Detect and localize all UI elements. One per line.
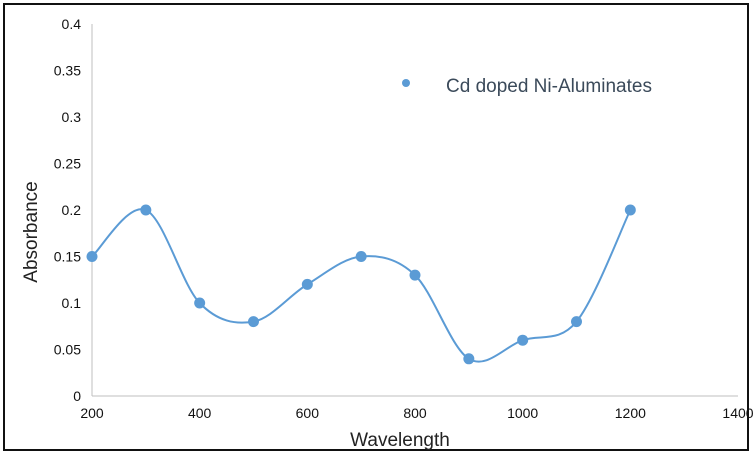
data-point (86, 251, 98, 262)
data-point (140, 204, 152, 216)
x-tick-label: 400 (188, 405, 212, 421)
y-tick-label: 0.25 (54, 156, 81, 172)
data-point (355, 251, 367, 262)
y-tick-label: 0.4 (62, 16, 82, 32)
x-tick-label: 200 (80, 405, 104, 421)
data-point (624, 204, 636, 216)
y-tick-label: 0.1 (62, 295, 82, 311)
chart-frame (3, 3, 749, 451)
x-tick-label: 1000 (507, 405, 538, 421)
data-point (301, 278, 313, 290)
legend-label: Cd doped Ni-Aluminates (446, 76, 652, 97)
data-points (86, 204, 636, 365)
legend: Cd doped Ni-Aluminates (402, 76, 652, 97)
series-line (91, 208, 632, 363)
y-tick-label: 0.05 (54, 342, 81, 358)
y-tick-label: 0.15 (54, 249, 81, 265)
data-point (248, 316, 259, 328)
x-tick-label: 1200 (615, 405, 646, 421)
y-tick-label: 0 (73, 388, 81, 404)
x-axis-title: Wavelength (350, 430, 450, 451)
legend-marker (402, 79, 410, 87)
x-tick-label: 1400 (722, 405, 753, 421)
y-tick-label: 0.2 (62, 202, 82, 218)
data-point (463, 353, 475, 365)
axes (91, 24, 738, 397)
data-point (194, 297, 206, 309)
y-tick-label: 0.35 (54, 63, 81, 79)
y-axis-title: Absorbance (21, 181, 42, 282)
x-tick-label: 800 (403, 405, 427, 421)
y-tick-label: 0.3 (62, 109, 82, 125)
x-tick-labels: 200 400 600 800 1000 1200 1400 (80, 405, 753, 421)
data-point (571, 316, 582, 328)
x-tick-label: 600 (296, 405, 320, 421)
y-tick-labels: 0 0.05 0.1 0.15 0.2 0.25 0.3 0.35 0.4 (54, 16, 81, 404)
data-point (517, 334, 529, 346)
data-point (409, 269, 421, 281)
